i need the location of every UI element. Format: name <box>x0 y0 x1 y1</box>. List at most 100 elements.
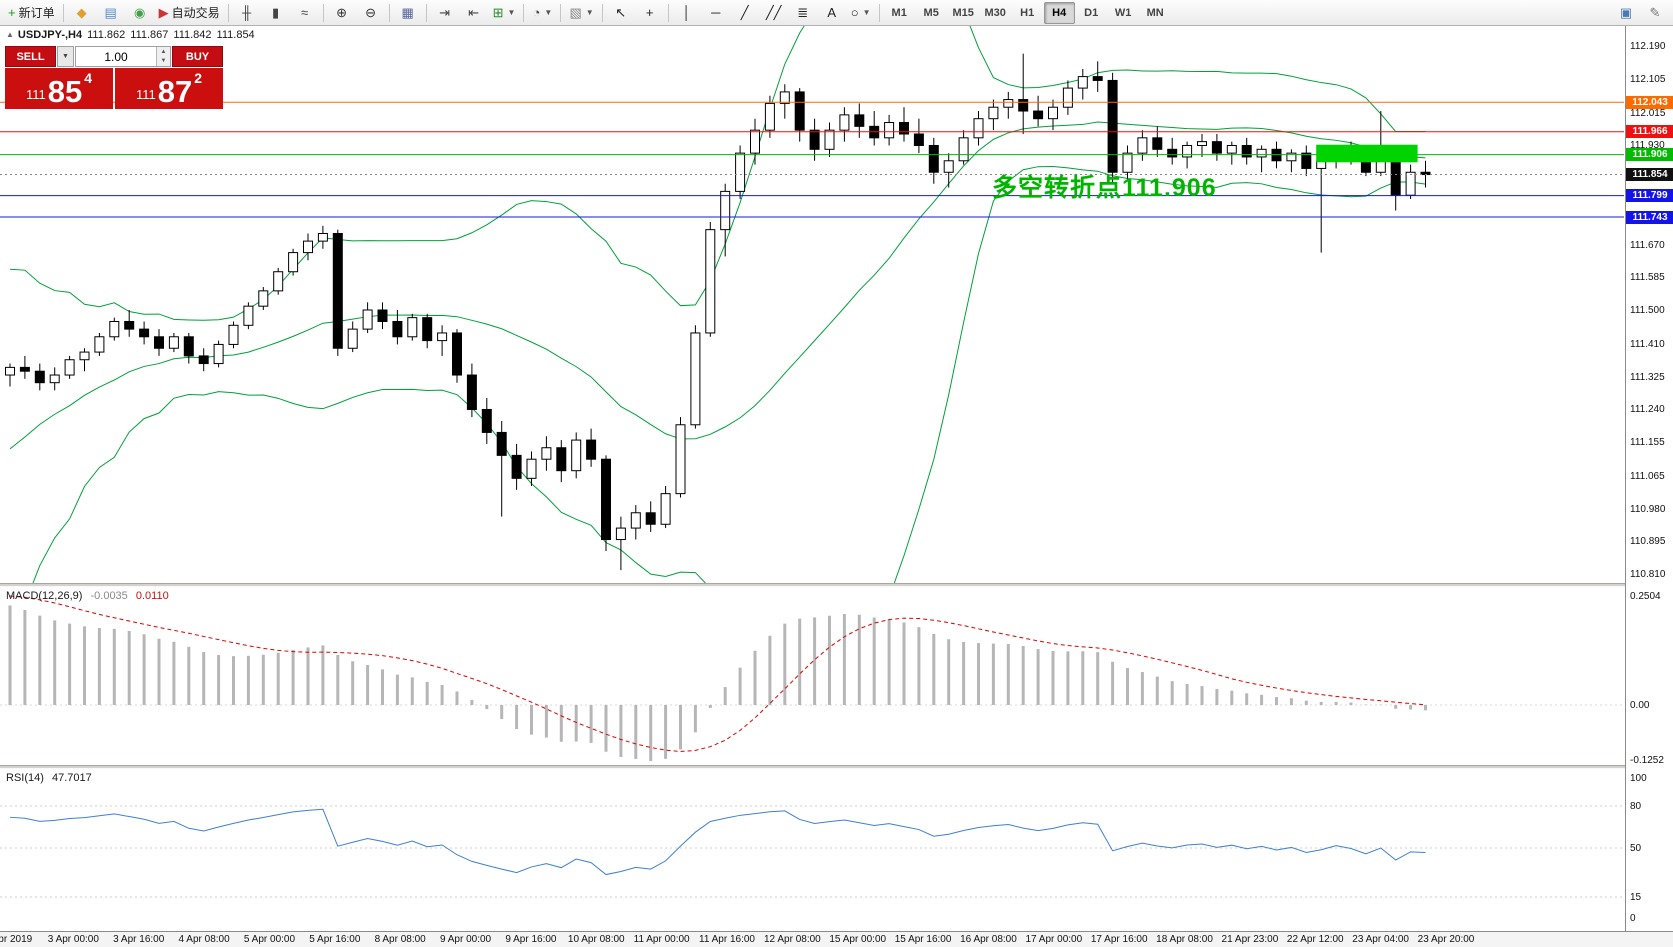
sell-button[interactable]: SELL <box>5 46 56 67</box>
time-axis-label: 17 Apr 16:00 <box>1090 934 1148 945</box>
macd-canvas[interactable] <box>0 587 1624 765</box>
support-line-2-badge: 111.743 <box>1626 210 1673 224</box>
channel-button[interactable]: ╱╱ <box>760 1 788 25</box>
volume-up-button[interactable]: ▲ <box>157 47 170 57</box>
candle-body <box>541 447 552 460</box>
cursor-button[interactable]: ↖ <box>607 1 635 25</box>
bollinger-middle-band <box>9 121 1426 450</box>
panel-separator[interactable] <box>0 583 1673 587</box>
mql5-community-icon[interactable]: ◆ <box>68 1 96 25</box>
shapes-button[interactable]: ○ ▼ <box>847 1 875 25</box>
market-icon[interactable]: ◉ <box>126 1 154 25</box>
time-axis-label: 23 Apr 20:00 <box>1417 934 1475 945</box>
line-chart-mode-button[interactable]: ≈ <box>291 1 319 25</box>
vertical-line-icon: │ <box>682 5 691 20</box>
time-axis-label: 5 Apr 16:00 <box>309 934 361 945</box>
price-tick: 112.015 <box>1630 107 1666 119</box>
volume-preset-dropdown[interactable]: ▼ <box>57 46 74 67</box>
fibonacci-button[interactable]: ≣ <box>789 1 817 25</box>
candle-body <box>1211 141 1222 154</box>
zoom-out-button[interactable]: ⊖ <box>357 1 385 25</box>
buy-price-prefix: 111 <box>135 87 156 103</box>
palette-icon[interactable]: ✎ <box>1641 1 1669 25</box>
virtual-hosting-icon[interactable]: ▤ <box>97 1 125 25</box>
time-axis-label: 15 Apr 00:00 <box>829 934 887 945</box>
timeframe-m15-button[interactable]: M15 <box>952 6 974 19</box>
timeframe-h4-button[interactable]: H4 <box>1043 1 1075 24</box>
panel-separator[interactable] <box>0 765 1673 769</box>
time-axis-label: 16 Apr 08:00 <box>960 934 1017 945</box>
candle-body <box>168 336 179 349</box>
new-order-button[interactable]: + 新订单 <box>4 1 59 25</box>
candle-body <box>243 305 254 326</box>
buy-button[interactable]: BUY <box>172 46 223 67</box>
macd-name: MACD(12,26,9) <box>6 590 83 602</box>
candlestick-mode-button[interactable]: ▮ <box>262 1 290 25</box>
candle-body <box>1018 99 1029 112</box>
toolbar-separator <box>425 3 427 22</box>
time-axis-label: 11 Apr 00:00 <box>633 934 690 945</box>
candle-body <box>496 431 507 456</box>
candle-body <box>1062 87 1073 108</box>
buy-price-button[interactable]: 111 87 2 <box>115 68 223 109</box>
timeframe-m1-button[interactable]: M1 <box>891 6 907 19</box>
candle-body <box>5 366 15 376</box>
chart-shift-button[interactable]: ⇤ <box>460 1 488 25</box>
candle-body <box>124 320 135 330</box>
volume-input[interactable]: 1.00 <box>104 49 128 64</box>
candle-body <box>183 336 194 357</box>
timeframe-m30-button[interactable]: M30 <box>984 6 1006 19</box>
window-layout-icon-icon: ▣ <box>1619 5 1633 20</box>
candle-body <box>1122 152 1133 173</box>
autotrading-icon: ▶ <box>158 5 169 20</box>
text-button[interactable]: A <box>818 1 846 25</box>
rsi-canvas[interactable] <box>0 769 1624 931</box>
timeframe-d1-button[interactable]: D1 <box>1084 6 1099 19</box>
macd-signal-value: 0.0110 <box>135 590 169 602</box>
bollinger-lower-band <box>32 165 1426 583</box>
candle-body <box>198 355 209 365</box>
pivot-line-badge: 111.906 <box>1626 148 1673 162</box>
time-axis-label: 8 Apr 08:00 <box>374 934 426 945</box>
candle-body <box>1390 156 1401 196</box>
timeframe-h1-button[interactable]: H1 <box>1020 6 1035 19</box>
candle-body <box>854 114 865 127</box>
vertical-line-button[interactable]: │ <box>673 1 701 25</box>
channel-icon: ╱╱ <box>765 5 782 20</box>
price-axis[interactable]: 112.190 112.105 112.015 111.930 111.670 111.5… <box>1625 26 1673 931</box>
window-layout-icon[interactable]: ▣ <box>1612 1 1640 25</box>
market-icon-icon: ◉ <box>133 5 146 20</box>
bar-chart-mode-button[interactable]: ╫ <box>233 1 261 25</box>
sell-price-button[interactable]: 111 85 4 <box>5 68 113 109</box>
chart-collapse-arrow[interactable]: ▲ <box>6 30 14 39</box>
candle-body <box>675 424 686 495</box>
time-axis-label: 5 Apr 00:00 <box>243 934 296 945</box>
trendline-button[interactable]: ╱ <box>731 1 759 25</box>
main-chart-canvas[interactable] <box>0 26 1624 583</box>
time-axis[interactable]: 2 Apr 2019 3 Apr 00:00 3 Apr 16:00 4 Apr 08… <box>0 931 1673 947</box>
timeframe-m5-button[interactable]: M5 <box>923 6 939 19</box>
zoom-in-button[interactable]: ⊕ <box>328 1 356 25</box>
volume-down-button[interactable]: ▼ <box>157 56 170 66</box>
periods-button[interactable]: ◔ ▼ <box>528 1 556 25</box>
timeframe-w1-button[interactable]: W1 <box>1114 6 1132 19</box>
autotrading-button[interactable]: ▶ 自动交易 <box>155 1 224 25</box>
highlight-rectangle[interactable] <box>1316 144 1418 163</box>
bar-chart-mode-icon: ╫ <box>242 5 252 20</box>
toolbar-separator <box>227 3 229 22</box>
candle-body <box>377 309 388 322</box>
horizontal-line-button[interactable]: ─ <box>702 1 730 25</box>
macd-scale-tick: 0.00 <box>1630 700 1650 711</box>
templates-button[interactable]: ▧ ▼ <box>565 1 597 25</box>
candle-body <box>824 129 835 150</box>
tile-windows-button[interactable]: ▦ <box>394 1 422 25</box>
timeframe-mn-button[interactable]: MN <box>1146 6 1164 19</box>
auto-scroll-button[interactable]: ⇥ <box>431 1 459 25</box>
time-axis-label: 18 Apr 08:00 <box>1156 934 1213 945</box>
candle-body <box>109 320 120 338</box>
indicators-button[interactable]: ⊞ ▼ <box>489 1 520 25</box>
time-axis-label: 3 Apr 00:00 <box>47 934 99 945</box>
crosshair-button[interactable]: + <box>636 1 664 25</box>
candle-body <box>1152 137 1163 150</box>
toolbar-separator <box>560 3 562 22</box>
